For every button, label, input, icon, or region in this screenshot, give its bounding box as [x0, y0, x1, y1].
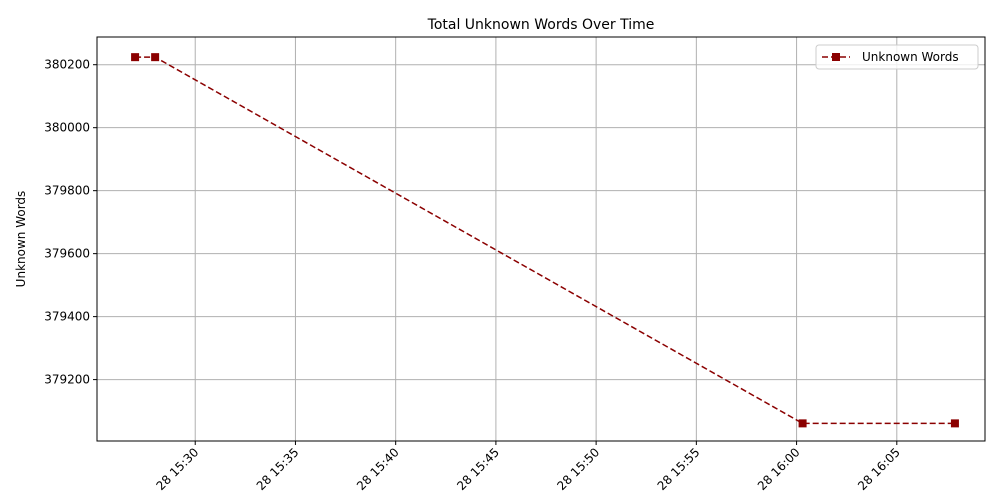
y-axis-ticks: 379200 379400 379600 379800 380000 380200 — [44, 58, 97, 387]
series-layer — [131, 53, 959, 428]
y-tick-label: 380200 — [44, 58, 90, 72]
data-point-marker — [950, 419, 959, 428]
chart-title: Total Unknown Words Over Time — [427, 17, 655, 33]
y-tick-label: 380000 — [44, 121, 90, 135]
legend-box — [815, 44, 979, 70]
legend-marker-swatch — [832, 53, 840, 61]
legend: Unknown Words — [815, 44, 979, 70]
legend-label: Unknown Words — [862, 50, 959, 64]
y-tick-label: 379800 — [44, 184, 90, 198]
series-line-unknown-words — [135, 56, 955, 425]
data-point-marker — [798, 419, 807, 428]
data-point-marker — [151, 53, 160, 62]
y-tick-label: 379400 — [44, 310, 90, 324]
plot-frame — [96, 36, 986, 442]
y-tick-label: 379200 — [44, 373, 90, 387]
data-point-marker — [131, 53, 140, 62]
y-tick-label: 379600 — [44, 247, 90, 261]
y-axis-label: Unknown Words — [14, 191, 28, 288]
